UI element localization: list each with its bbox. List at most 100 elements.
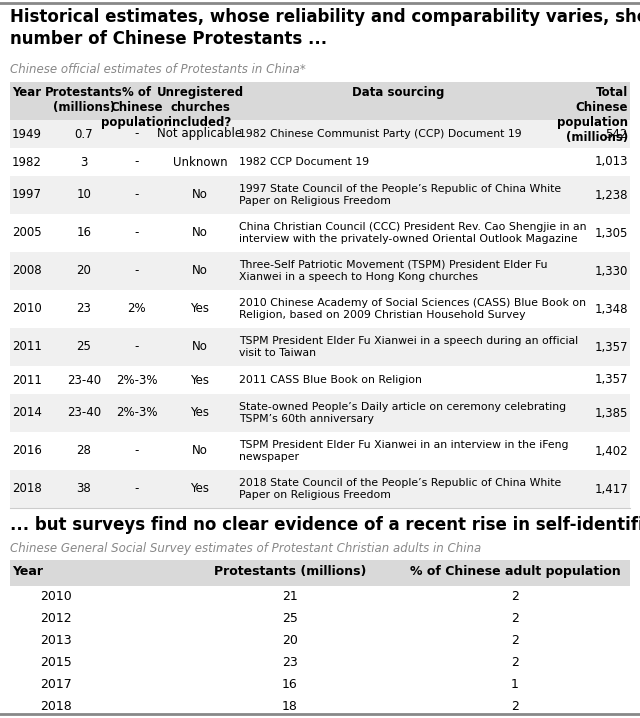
Bar bbox=[10, 120, 630, 148]
Text: Yes: Yes bbox=[191, 302, 209, 315]
Text: 2014: 2014 bbox=[12, 406, 42, 419]
Text: % of Chinese adult population: % of Chinese adult population bbox=[410, 565, 620, 578]
Text: 2: 2 bbox=[511, 701, 519, 714]
Text: 28: 28 bbox=[77, 444, 92, 457]
Text: 25: 25 bbox=[282, 612, 298, 625]
Text: No: No bbox=[192, 226, 208, 240]
Text: 2012: 2012 bbox=[40, 612, 72, 625]
Text: 16: 16 bbox=[77, 226, 92, 240]
Text: ... but surveys find no clear evidence of a recent rise in self-identified Prote: ... but surveys find no clear evidence o… bbox=[10, 516, 640, 534]
Text: 2010: 2010 bbox=[12, 302, 42, 315]
Text: 10: 10 bbox=[77, 189, 92, 202]
Text: -: - bbox=[134, 156, 139, 169]
Text: 2010 Chinese Academy of Social Sciences (CASS) Blue Book on
Religion, based on 2: 2010 Chinese Academy of Social Sciences … bbox=[239, 298, 586, 320]
Text: Yes: Yes bbox=[191, 482, 209, 495]
Text: 2: 2 bbox=[511, 656, 519, 669]
Text: -: - bbox=[134, 444, 139, 457]
Bar bbox=[10, 214, 630, 252]
Text: 2%-3%: 2%-3% bbox=[116, 373, 157, 386]
Text: Chinese official estimates of Protestants in China*: Chinese official estimates of Protestant… bbox=[10, 63, 306, 76]
Text: 2010: 2010 bbox=[40, 590, 72, 604]
Text: 1982 CCP Document 19: 1982 CCP Document 19 bbox=[239, 157, 369, 167]
Bar bbox=[10, 432, 630, 470]
Text: No: No bbox=[192, 189, 208, 202]
Text: -: - bbox=[134, 264, 139, 277]
Text: 2017: 2017 bbox=[40, 679, 72, 691]
Bar bbox=[10, 366, 630, 394]
Text: Chinese General Social Survey estimates of Protestant Christian adults in China: Chinese General Social Survey estimates … bbox=[10, 542, 481, 555]
Text: 1,385: 1,385 bbox=[595, 406, 628, 419]
Text: State-owned People’s Daily article on ceremony celebrating
TSPM’s 60th anniversa: State-owned People’s Daily article on ce… bbox=[239, 402, 566, 424]
Text: 1949: 1949 bbox=[12, 128, 42, 141]
Text: 1,417: 1,417 bbox=[595, 482, 628, 495]
Text: 1982: 1982 bbox=[12, 156, 42, 169]
Bar bbox=[10, 674, 630, 696]
Text: 1997: 1997 bbox=[12, 189, 42, 202]
Text: 20: 20 bbox=[77, 264, 92, 277]
Text: 2018 State Council of the People’s Republic of China White
Paper on Religious Fr: 2018 State Council of the People’s Repub… bbox=[239, 477, 561, 500]
Text: 1982 Chinese Communist Party (CCP) Document 19: 1982 Chinese Communist Party (CCP) Docum… bbox=[239, 129, 522, 139]
Text: -: - bbox=[134, 189, 139, 202]
Bar bbox=[10, 586, 630, 608]
Bar bbox=[10, 696, 630, 718]
Text: 2005: 2005 bbox=[12, 226, 42, 240]
Text: 2008: 2008 bbox=[12, 264, 42, 277]
Text: Protestants (millions): Protestants (millions) bbox=[214, 565, 366, 578]
Text: 542: 542 bbox=[605, 128, 628, 141]
Text: 2018: 2018 bbox=[12, 482, 42, 495]
Bar bbox=[10, 470, 630, 508]
Text: 38: 38 bbox=[77, 482, 92, 495]
Bar bbox=[10, 652, 630, 674]
Text: No: No bbox=[192, 264, 208, 277]
Text: % of
Chinese
population: % of Chinese population bbox=[101, 86, 172, 129]
Text: Historical estimates, whose reliability and comparability varies, show an increa: Historical estimates, whose reliability … bbox=[10, 8, 640, 47]
Text: Not applicable: Not applicable bbox=[157, 128, 243, 141]
Text: 16: 16 bbox=[282, 679, 298, 691]
Text: 2018: 2018 bbox=[40, 701, 72, 714]
Text: 25: 25 bbox=[77, 340, 92, 353]
Text: Yes: Yes bbox=[191, 406, 209, 419]
Text: -: - bbox=[134, 128, 139, 141]
Text: 23-40: 23-40 bbox=[67, 373, 101, 386]
Text: Total
Chinese
population
(millions): Total Chinese population (millions) bbox=[557, 86, 628, 144]
Text: 1,238: 1,238 bbox=[595, 189, 628, 202]
Text: 1,402: 1,402 bbox=[595, 444, 628, 457]
Text: 1,305: 1,305 bbox=[595, 226, 628, 240]
Bar bbox=[10, 328, 630, 366]
Text: Data sourcing: Data sourcing bbox=[352, 86, 445, 99]
Text: Unknown: Unknown bbox=[173, 156, 227, 169]
Bar bbox=[10, 176, 630, 214]
Text: 1,013: 1,013 bbox=[595, 156, 628, 169]
Text: -: - bbox=[134, 226, 139, 240]
Text: 2: 2 bbox=[511, 612, 519, 625]
Text: TSPM President Elder Fu Xianwei in a speech during an official
visit to Taiwan: TSPM President Elder Fu Xianwei in a spe… bbox=[239, 336, 578, 358]
Text: 2: 2 bbox=[511, 635, 519, 648]
Text: 21: 21 bbox=[282, 590, 298, 604]
Text: 1,330: 1,330 bbox=[595, 264, 628, 277]
Bar bbox=[10, 560, 630, 586]
Text: Year: Year bbox=[12, 86, 41, 99]
Text: 2%: 2% bbox=[127, 302, 146, 315]
Text: -: - bbox=[134, 340, 139, 353]
Bar bbox=[10, 290, 630, 328]
Text: 2%-3%: 2%-3% bbox=[116, 406, 157, 419]
Text: 1: 1 bbox=[511, 679, 519, 691]
Text: 1,357: 1,357 bbox=[595, 340, 628, 353]
Text: -: - bbox=[134, 482, 139, 495]
Text: 2011: 2011 bbox=[12, 340, 42, 353]
Text: 2013: 2013 bbox=[40, 635, 72, 648]
Text: 2015: 2015 bbox=[40, 656, 72, 669]
Text: 2011: 2011 bbox=[12, 373, 42, 386]
Text: 3: 3 bbox=[80, 156, 88, 169]
Text: 23: 23 bbox=[282, 656, 298, 669]
Text: 1997 State Council of the People’s Republic of China White
Paper on Religious Fr: 1997 State Council of the People’s Repub… bbox=[239, 184, 561, 206]
Text: 18: 18 bbox=[282, 701, 298, 714]
Bar bbox=[10, 82, 630, 120]
Text: TSPM President Elder Fu Xianwei in an interview in the iFeng
newspaper: TSPM President Elder Fu Xianwei in an in… bbox=[239, 440, 568, 462]
Text: 20: 20 bbox=[282, 635, 298, 648]
Text: Yes: Yes bbox=[191, 373, 209, 386]
Text: No: No bbox=[192, 340, 208, 353]
Text: 23-40: 23-40 bbox=[67, 406, 101, 419]
Bar bbox=[10, 630, 630, 652]
Text: China Christian Council (CCC) President Rev. Cao Shengjie in an
interview with t: China Christian Council (CCC) President … bbox=[239, 222, 586, 244]
